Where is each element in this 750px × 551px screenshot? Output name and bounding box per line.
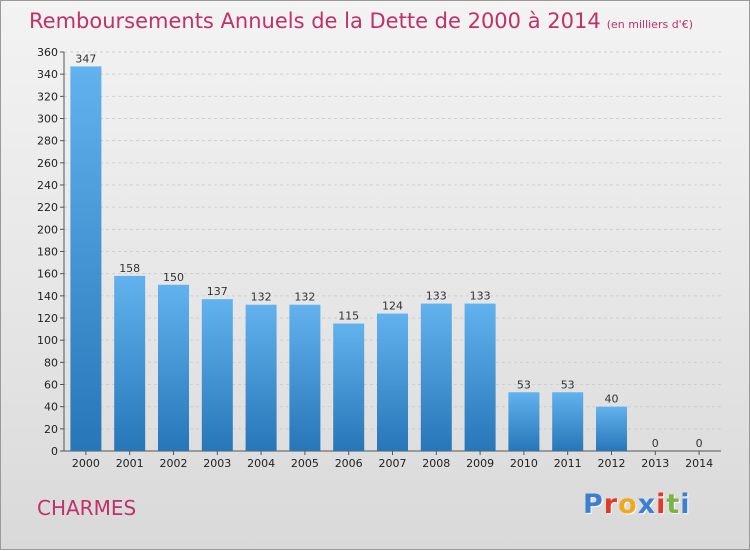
y-tick-label: 300 xyxy=(37,113,58,126)
x-tick-label: 2003 xyxy=(203,457,231,470)
data-label: 158 xyxy=(119,262,140,275)
x-tick-label: 2002 xyxy=(160,457,188,470)
logo-letter: i xyxy=(656,489,667,520)
x-tick-label: 2000 xyxy=(72,457,100,470)
data-label: 0 xyxy=(696,437,703,450)
y-tick-label: 160 xyxy=(37,268,58,281)
x-tick-label: 2014 xyxy=(685,457,713,470)
data-label: 133 xyxy=(470,290,491,303)
data-label: 150 xyxy=(163,271,184,284)
chart-title-text: Remboursements Annuels de la Dette de 20… xyxy=(29,9,601,33)
x-tick-label: 2001 xyxy=(116,457,144,470)
proxiti-logo: Proxiti xyxy=(583,489,691,520)
data-label: 115 xyxy=(338,310,359,323)
x-tick-label: 2005 xyxy=(291,457,319,470)
labels: 0 20 40 60 80 100 120 140 160 180 200 220 240 260 280 3… xyxy=(37,46,713,470)
logo-letter: P xyxy=(583,489,604,520)
y-tick-label: 40 xyxy=(44,401,58,414)
bar xyxy=(596,406,627,451)
logo-letter: o xyxy=(618,489,638,520)
y-tick-label: 320 xyxy=(37,90,58,103)
bar xyxy=(333,323,365,451)
data-label: 53 xyxy=(517,378,531,391)
data-label: 124 xyxy=(382,300,403,313)
y-tick-label: 240 xyxy=(37,179,58,192)
chart-unit: (en milliers d'€) xyxy=(606,18,693,31)
logo-letter: t xyxy=(666,489,681,520)
x-tick-label: 2007 xyxy=(379,457,407,470)
bar xyxy=(245,304,277,451)
y-tick-label: 100 xyxy=(37,334,58,347)
y-tick-label: 80 xyxy=(44,356,58,369)
bar xyxy=(552,392,584,451)
bar xyxy=(289,304,321,451)
y-tick-label: 200 xyxy=(37,223,58,236)
chart-title: Remboursements Annuels de la Dette de 20… xyxy=(29,9,693,33)
y-tick-label: 180 xyxy=(37,246,58,259)
data-label: 137 xyxy=(207,285,228,298)
y-tick-label: 120 xyxy=(37,312,58,325)
x-tick-label: 2012 xyxy=(598,457,626,470)
x-tick-label: 2013 xyxy=(641,457,669,470)
x-tick-label: 2011 xyxy=(554,457,582,470)
data-label: 133 xyxy=(426,290,447,303)
y-tick-label: 0 xyxy=(51,445,58,458)
bar xyxy=(158,284,189,451)
y-tick-label: 260 xyxy=(37,157,58,170)
y-tick-label: 20 xyxy=(44,423,58,436)
bar xyxy=(464,303,496,451)
logo-letter: r xyxy=(603,489,619,520)
bar xyxy=(201,299,233,451)
place-name: CHARMES xyxy=(37,496,137,520)
x-tick-label: 2009 xyxy=(466,457,494,470)
y-tick-label: 280 xyxy=(37,135,58,148)
bar xyxy=(114,275,146,451)
bar xyxy=(70,66,102,452)
data-label: 132 xyxy=(294,291,315,304)
x-tick-label: 2008 xyxy=(422,457,450,470)
data-label: 0 xyxy=(652,437,659,450)
data-label: 53 xyxy=(561,378,575,391)
x-tick-label: 2006 xyxy=(335,457,363,470)
bars xyxy=(70,66,627,452)
x-tick-label: 2010 xyxy=(510,457,538,470)
y-tick-label: 360 xyxy=(37,46,58,59)
x-tick-label: 2004 xyxy=(247,457,275,470)
y-tick-label: 140 xyxy=(37,290,58,303)
logo-letter: x xyxy=(637,489,657,520)
data-label: 40 xyxy=(605,393,619,406)
bar xyxy=(508,392,540,451)
y-tick-label: 220 xyxy=(37,201,58,214)
y-tick-label: 60 xyxy=(44,379,58,392)
logo-letter: i xyxy=(680,489,691,520)
bar xyxy=(377,313,408,451)
data-label: 132 xyxy=(251,291,272,304)
bar xyxy=(420,303,452,451)
y-tick-label: 340 xyxy=(37,68,58,81)
data-label: 347 xyxy=(75,52,96,65)
